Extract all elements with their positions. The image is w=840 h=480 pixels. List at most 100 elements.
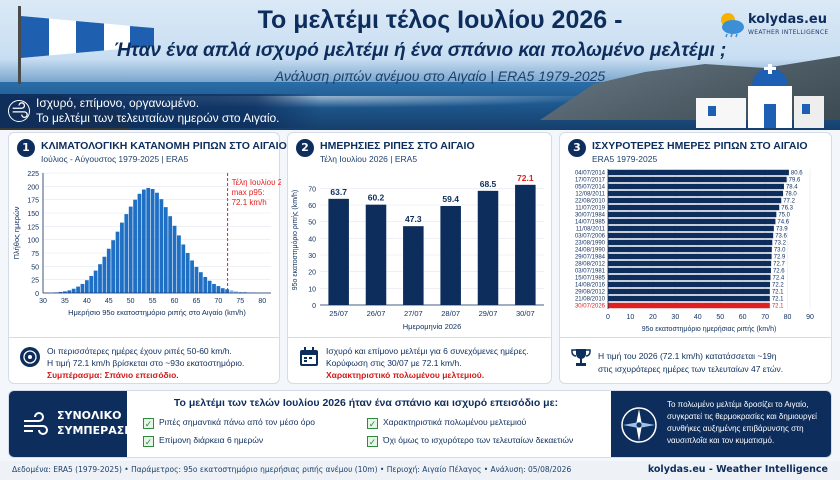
ranking-bar [608, 190, 784, 197]
impact-line: συγκρατεί τις θερμοκρασίες και δημιουργε… [667, 412, 817, 421]
y-axis-label: Πλήθος ημερών [12, 206, 21, 259]
bar-value-label: 72.6 [773, 269, 785, 275]
y-tick-label: 0 [312, 303, 316, 310]
panel-title: ΙΣΧΥΡΟΤΕΡΕΣ ΗΜΕΡΕΣ ΡΙΠΩΝ ΣΤΟ ΑΙΓΑΙΟ [592, 140, 808, 152]
x-tick-label: 90 [806, 314, 814, 321]
check-icon: ✓ [143, 436, 154, 447]
wind-icon [8, 100, 30, 122]
daily-bar [440, 206, 461, 305]
category-label: 04/07/2014 [575, 171, 606, 177]
category-label: 30/07/1984 [575, 213, 606, 219]
histogram-bar [115, 231, 120, 293]
y-tick-label: 100 [27, 238, 39, 245]
histogram-bar [111, 240, 116, 293]
panel-daily-gusts: 2 ΗΜΕΡΗΣΙΕΣ ΡΙΠΕΣ ΣΤΟ ΑΙΓΑΙΟ Τέλη Ιουλίο… [287, 132, 552, 384]
x-tick-label: 70 [214, 298, 222, 305]
histogram-bar [194, 266, 199, 293]
ranking-bar [608, 260, 772, 267]
x-axis-label: 95ο εκατοστημόριο ημερήσιας ριπής (km/h) [642, 325, 777, 333]
note-line: Η τιμή 72.1 km/h βρίσκεται στο ~93ο εκατ… [47, 358, 245, 368]
check-label: Χαρακτηριστικά πολωμένου μελτεμιού [383, 417, 527, 427]
x-tick-label: 25/07 [329, 309, 348, 318]
y-tick-label: 30 [308, 253, 316, 260]
threshold-label: 72.1 km/h [232, 198, 267, 207]
histogram-bar [198, 272, 203, 293]
x-tick-label: 30/07 [516, 309, 535, 318]
y-tick-label: 10 [308, 286, 316, 293]
histogram-bar [146, 187, 151, 293]
daily-bar-chart: 0 10 20 30 40 50 60 70 63.7 25/07 60.2 26/07 47.3 27/… [291, 173, 544, 331]
panel-subtitle: Τέλη Ιουλίου 2026 | ERA5 [320, 154, 418, 164]
panel-climatology: 1 ΚΛΙΜΑΤΟΛΟΓΙΚΗ ΚΑΤΑΝΟΜΗ ΡΙΠΩΝ ΣΤΟ ΑΙΓΑΙ… [8, 132, 287, 384]
y-tick-label: 50 [31, 264, 39, 271]
bar-value-label: 72.4 [772, 276, 784, 282]
ranking-bar [608, 232, 774, 239]
threshold-label: max p95: [232, 188, 265, 197]
histogram-bar [155, 192, 159, 293]
category-label: 23/08/1990 [575, 241, 606, 247]
note-line: Οι περισσότερες ημέρες έχουν ριπές 50-60… [47, 346, 232, 356]
histogram-bar [172, 225, 177, 293]
footer: Δεδομένα: ERA5 (1979-2025) • Παράμετρος:… [0, 461, 840, 480]
note-conclusion: Χαρακτηριστικό πολωμένου μελτεμιού. [326, 370, 485, 380]
histogram-bar [67, 290, 72, 293]
histogram-bar [84, 280, 89, 293]
category-label: 14/07/1985 [575, 220, 606, 226]
check-icon: ✓ [143, 418, 154, 429]
histogram-bar [163, 207, 168, 293]
bar-value-label: 80.6 [791, 171, 803, 177]
histogram-bar [159, 199, 164, 293]
bar-value-label: 73.0 [774, 248, 786, 254]
histogram-bar [106, 248, 111, 293]
histogram-bar [203, 277, 208, 293]
category-label: 28/08/2012 [575, 262, 606, 268]
daily-bar [403, 226, 424, 305]
category-label: 11/08/2011 [576, 227, 606, 233]
page-subtitle: Ανάλυση ριπών ανέμου στο Αιγαίο | ERA5 1… [274, 68, 606, 84]
category-label: 21/08/2010 [575, 297, 606, 303]
note-conclusion: Συμπέρασμα: Σπάνιο επεισόδιο. [47, 370, 179, 380]
note-line: Ισχυρό και επίμονο μελτέμι για 6 συνεχόμ… [326, 346, 529, 356]
bar-value-label: 78.0 [785, 192, 797, 198]
logo-tagline: WEATHER INTELLIGENCE [748, 29, 829, 36]
ranking-bar [608, 295, 770, 302]
check-item: ✓ Επίμονη διάρκεια 6 ημερών [143, 435, 263, 447]
histogram-bar [71, 288, 76, 293]
brand-logo[interactable]: kolydas.eu WEATHER INTELLIGENCE [718, 8, 830, 44]
histogram-bar [190, 260, 194, 293]
ranking-bar [608, 288, 770, 295]
target-icon [20, 347, 40, 367]
x-tick-label: 26/07 [367, 309, 386, 318]
check-item: ✓ Ριπές σημαντικά πάνω από τον μέσο όρο [143, 417, 315, 429]
note-line: Κορύφωση στις 30/07 με 72.1 km/h. [326, 358, 462, 368]
category-label: 03/07/2006 [575, 234, 606, 240]
conclusion-impact-box: Το πολωμένο μελτέμι δροσίζει το Αιγαίο, … [611, 391, 831, 457]
y-tick-label: 40 [308, 236, 316, 243]
category-label: 29/07/1984 [575, 255, 606, 261]
ranking-bar [608, 274, 771, 281]
category-label: 14/08/2016 [575, 283, 606, 289]
category-label: 11/07/2019 [575, 206, 605, 212]
church-illustration [696, 64, 824, 128]
footer-brand[interactable]: kolydas.eu - Weather Intelligence [647, 464, 828, 475]
y-tick-label: 25 [31, 278, 39, 285]
bar-value-label: 78.4 [786, 185, 798, 191]
ranking-bar [608, 239, 773, 246]
y-tick-label: 60 [308, 203, 316, 210]
x-tick-label: 10 [627, 314, 635, 321]
panel3-note: Η τιμή του 2026 (72.1 km/h) κατατάσσεται… [560, 337, 831, 383]
y-axis-label: 95ο εκατοστημόριο ριπής (km/h) [291, 190, 299, 290]
conclusion-label: ΣΥΝΟΛΙΚΟ [57, 409, 122, 422]
histogram-bar [102, 256, 107, 293]
y-tick-label: 200 [27, 184, 39, 191]
ranking-bar [608, 169, 789, 176]
y-tick-label: 225 [27, 171, 39, 178]
panel2-note: Ισχυρό και επίμονο μελτέμι για 6 συνεχόμ… [288, 337, 551, 383]
impact-line: Το πολωμένο μελτέμι δροσίζει το Αιγαίο, [667, 400, 809, 409]
x-tick-label: 80 [258, 298, 266, 305]
header: Το μελτέμι τέλος Ιουλίου 2026 - Ήταν ένα… [0, 0, 840, 130]
category-label: 15/07/1985 [575, 276, 606, 282]
threshold-label: Τέλη Ιουλίου 2026 [232, 178, 281, 187]
bar-value-label: 74.6 [777, 220, 789, 226]
bar-value-label: 73.9 [776, 227, 788, 233]
